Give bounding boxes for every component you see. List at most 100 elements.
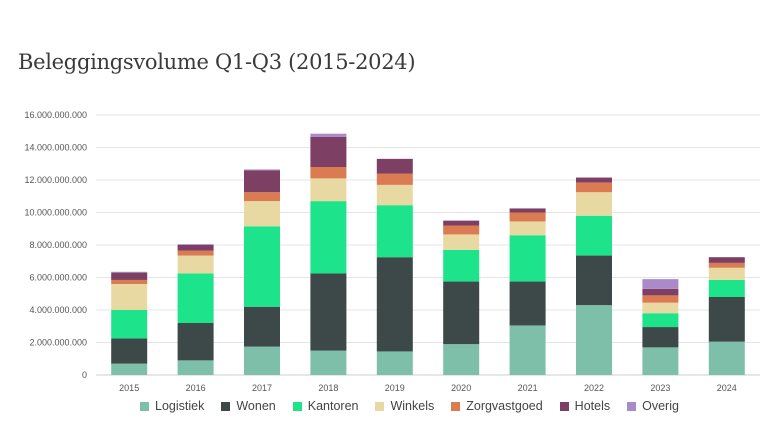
legend-item: Hotels — [559, 399, 611, 413]
bar-segment-zorgvastgoed-2021 — [509, 212, 546, 222]
x-tick-label: 2022 — [584, 383, 604, 393]
bar-segment-hotels-2024 — [708, 257, 745, 263]
bar-segment-wonen-2020 — [443, 281, 480, 345]
bar-segment-hotels-2017 — [244, 170, 280, 193]
legend-swatch — [140, 401, 149, 411]
legend-item: Kantoren — [292, 399, 359, 413]
bar-segment-wonen-2019 — [376, 257, 413, 352]
bar-segment-zorgvastgoed-2019 — [376, 173, 413, 185]
y-tick-label: 8.000.000.000 — [29, 240, 87, 250]
legend-swatch — [375, 401, 385, 411]
bar-segment-overig-2015 — [111, 271, 148, 273]
bar-segment-winkels-2021 — [509, 221, 546, 236]
bar-segment-hotels-2018 — [310, 136, 347, 167]
bar-segment-winkels-2020 — [443, 234, 480, 250]
bar-segment-logistiek-2022 — [576, 305, 612, 375]
bar-segment-overig-2017 — [244, 169, 280, 171]
bar-segment-wonen-2022 — [576, 255, 612, 306]
bar-segment-kantoren-2018 — [310, 201, 347, 274]
x-tick-label: 2019 — [385, 383, 405, 393]
bar-segment-winkels-2023 — [642, 302, 679, 314]
bar-segment-hotels-2019 — [376, 158, 413, 174]
bar-segment-hotels-2016 — [177, 245, 214, 251]
bar-segment-kantoren-2023 — [642, 313, 679, 328]
legend-label: Overig — [642, 399, 679, 413]
bar-segment-kantoren-2019 — [376, 205, 413, 258]
y-tick-label: 6.000.000.000 — [29, 273, 87, 283]
x-axis-tick-labels: 2015 2016 2017 2018 2019 2020 2021 2022 2023 2024 — [119, 383, 737, 393]
bar-segment-wonen-2015 — [111, 338, 148, 364]
legend-item: Overig — [627, 399, 679, 413]
y-tick-label: 0 — [82, 370, 87, 380]
y-tick-label: 10.000.000.000 — [24, 208, 87, 218]
bar-segment-logistiek-2017 — [244, 346, 280, 375]
bar-segment-winkels-2022 — [576, 192, 612, 216]
legend-label: Zorgvastgoed — [466, 399, 543, 413]
bar-segment-hotels-2020 — [443, 220, 480, 226]
bar-segment-wonen-2016 — [177, 323, 214, 361]
bar-segment-logistiek-2020 — [443, 344, 480, 375]
bar-stacks — [111, 133, 745, 375]
legend-swatch — [292, 401, 302, 411]
bar-segment-overig-2018 — [310, 133, 347, 137]
bar-segment-kantoren-2024 — [708, 279, 745, 297]
y-tick-label: 14.000.000.000 — [24, 143, 87, 153]
bar-segment-kantoren-2020 — [443, 249, 480, 282]
bar-segment-zorgvastgoed-2018 — [310, 167, 347, 179]
y-axis-tick-labels: 0 2.000.000.000 4.000.000.000 6.000.000.000… — [24, 110, 87, 380]
bar-segment-overig-2016 — [177, 244, 214, 245]
bar-segment-zorgvastgoed-2016 — [177, 250, 214, 256]
legend-label: Kantoren — [307, 399, 359, 413]
bar-segment-wonen-2023 — [642, 327, 679, 348]
bar-segment-zorgvastgoed-2017 — [244, 192, 280, 202]
y-tick-label: 2.000.000.000 — [29, 338, 87, 348]
legend-label: Winkels — [390, 399, 435, 413]
bar-segment-hotels-2022 — [576, 177, 612, 183]
bar-segment-zorgvastgoed-2024 — [708, 262, 745, 268]
bar-segment-winkels-2016 — [177, 255, 214, 274]
legend-swatch — [559, 401, 569, 411]
bar-segment-winkels-2018 — [310, 178, 347, 202]
bar-segment-zorgvastgoed-2015 — [111, 279, 148, 284]
legend-swatch — [451, 401, 461, 411]
x-tick-label: 2015 — [119, 383, 139, 393]
bar-segment-hotels-2023 — [642, 288, 679, 296]
bar-segment-kantoren-2017 — [244, 226, 280, 307]
bar-segment-logistiek-2023 — [642, 347, 679, 375]
bar-segment-kantoren-2015 — [111, 310, 148, 339]
legend-label: Logistiek — [155, 399, 205, 413]
legend-swatch — [627, 401, 637, 411]
legend-item: Logistiek — [140, 399, 204, 413]
bar-segment-zorgvastgoed-2022 — [576, 182, 612, 193]
bar-segment-logistiek-2016 — [177, 360, 214, 375]
bar-segment-wonen-2021 — [509, 281, 546, 326]
bar-segment-wonen-2024 — [708, 297, 745, 342]
bar-segment-winkels-2017 — [244, 201, 280, 227]
x-tick-label: 2017 — [252, 383, 272, 393]
legend-label: Hotels — [574, 399, 611, 413]
y-tick-label: 16.000.000.000 — [24, 110, 87, 120]
bar-segment-kantoren-2021 — [509, 235, 546, 282]
x-tick-label: 2016 — [186, 383, 206, 393]
bar-segment-winkels-2024 — [708, 267, 745, 280]
bar-segment-winkels-2019 — [376, 184, 413, 206]
bar-segment-wonen-2017 — [244, 306, 280, 347]
bar-segment-kantoren-2022 — [576, 215, 612, 256]
bar-segment-logistiek-2018 — [310, 350, 347, 375]
legend: Logistiek Wonen Kantoren Winkels Zorgvastgoe… — [0, 399, 771, 413]
bar-segment-logistiek-2021 — [509, 325, 546, 375]
legend-swatch — [221, 401, 231, 411]
bar-segment-winkels-2015 — [111, 284, 148, 310]
legend-item: Zorgvastgoed — [451, 399, 543, 413]
x-tick-label: 2020 — [451, 383, 471, 393]
y-tick-label: 4.000.000.000 — [29, 305, 87, 315]
bar-segment-overig-2023 — [642, 279, 679, 289]
legend-item: Winkels — [375, 399, 434, 413]
x-tick-label: 2023 — [650, 383, 670, 393]
bar-segment-hotels-2021 — [509, 208, 546, 213]
x-tick-label: 2024 — [717, 383, 737, 393]
bar-segment-kantoren-2016 — [177, 273, 214, 323]
chart-title: Beleggingsvolume Q1-Q3 (2015-2024) — [18, 50, 416, 74]
legend-item: Wonen — [221, 399, 276, 413]
